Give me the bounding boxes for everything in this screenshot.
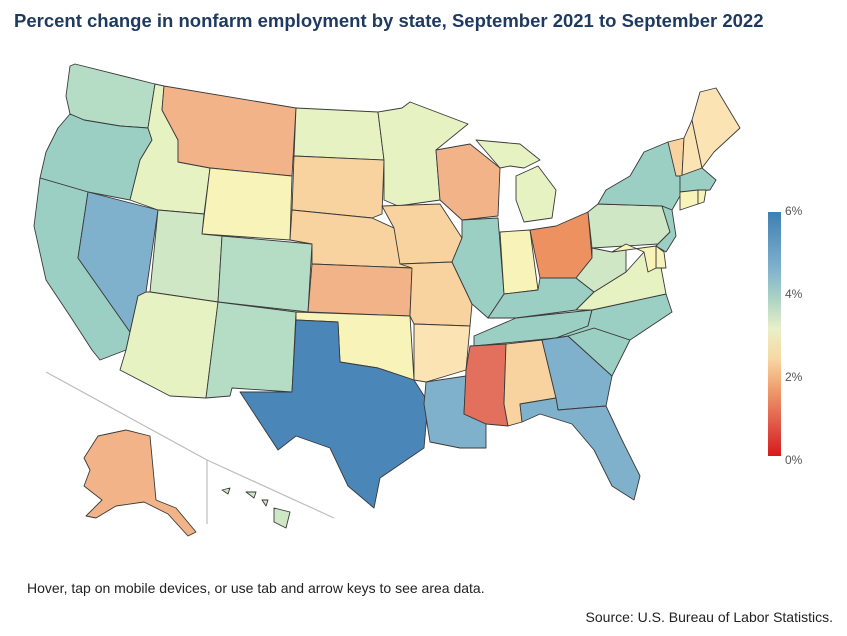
interaction-hint: Hover, tap on mobile devices, or use tab… [27,580,485,596]
state-MA[interactable] [679,167,717,193]
state-PA[interactable] [587,203,671,249]
state-OH[interactable] [529,211,593,279]
legend-color-bar [768,212,781,456]
legend-tick: 0% [785,453,803,467]
state-NY[interactable] [597,141,681,211]
state-NC[interactable] [555,293,673,341]
state-KS[interactable] [307,263,413,317]
chart-title: Percent change in nonfarm employment by … [14,10,764,31]
state-NM[interactable] [205,301,297,399]
state-RI[interactable] [697,189,707,205]
state-AR[interactable] [413,323,471,383]
legend-tick: 4% [785,287,803,301]
state-HI[interactable] [221,487,291,529]
state-WY[interactable] [201,167,293,241]
state-NJ[interactable] [655,205,677,253]
state-WI[interactable] [435,143,501,221]
inset-divider [206,459,335,519]
state-AK[interactable] [83,429,197,537]
state-ND[interactable] [293,107,385,161]
us-state-map [33,63,741,537]
state-ME[interactable] [691,87,741,169]
state-MT[interactable] [161,85,297,177]
state-TX[interactable] [239,319,429,509]
state-CT[interactable] [679,189,699,211]
state-IL[interactable] [451,217,505,319]
state-SD[interactable] [291,155,385,219]
color-legend: 6% 4% 2% 0% [768,204,828,467]
legend-tick: 6% [785,204,803,218]
source-note: Source: U.S. Bureau of Labor Statistics. [585,609,833,625]
state-CO[interactable] [217,235,313,313]
legend-tick: 2% [785,370,803,384]
state-MD[interactable] [611,243,657,273]
state-MI[interactable] [475,139,557,223]
state-MS[interactable] [463,343,509,427]
state-FL[interactable] [519,397,641,501]
